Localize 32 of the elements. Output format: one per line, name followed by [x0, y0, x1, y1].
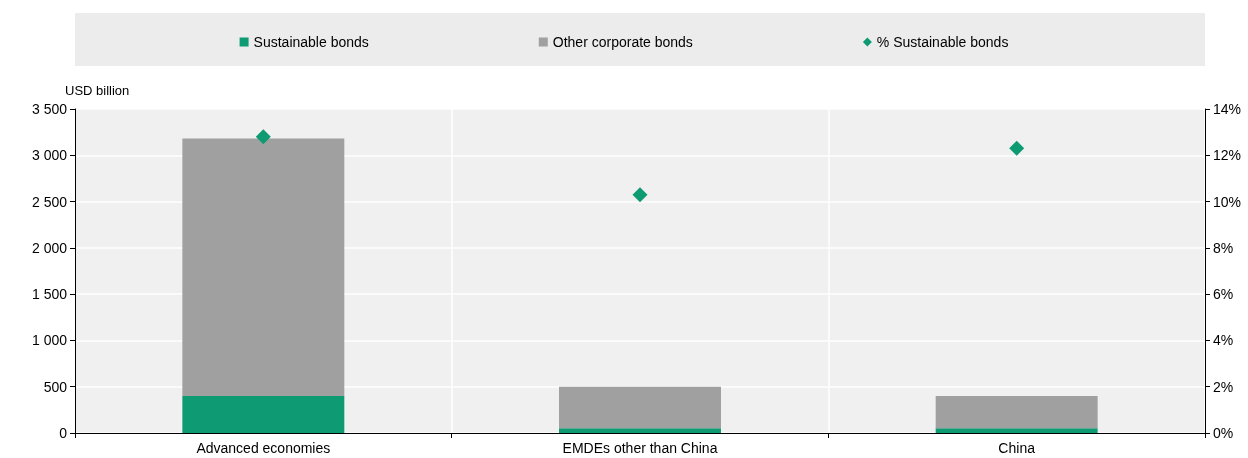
y-tick-label: 500	[43, 378, 68, 395]
bar	[182, 395, 345, 433]
x-tick-label: EMDEs other than China	[562, 440, 718, 456]
y2-tick-label: 12%	[1213, 147, 1242, 164]
x-tick-label: Advanced economies	[196, 440, 331, 456]
y-tick-label: 1 000	[31, 332, 68, 349]
x-tick-label: China	[998, 440, 1036, 456]
point	[1009, 140, 1025, 156]
y2-tick-label: 0%	[1213, 425, 1234, 441]
y2-tick-label: 8%	[1213, 239, 1234, 256]
y-tick-label: 0	[59, 425, 68, 441]
y-tick-label: 3 000	[31, 147, 68, 164]
y2-tick-label: 2%	[1213, 378, 1234, 395]
bar	[935, 395, 1098, 429]
bar	[559, 428, 721, 433]
bar	[935, 428, 1098, 433]
legend-label: Sustainable bonds	[253, 34, 369, 50]
bar	[559, 386, 721, 429]
bar	[182, 138, 345, 396]
y-tick-label: 2 500	[31, 193, 68, 210]
y-tick-label: 1 500	[31, 286, 68, 303]
y2-tick-label: 6%	[1213, 286, 1234, 303]
point	[255, 129, 271, 145]
y-tick-label: 3 500	[31, 101, 68, 117]
y-tick-label: 2 000	[31, 239, 68, 256]
y-axis-title: USD billion	[65, 83, 130, 98]
legend-label: Other corporate bonds	[552, 34, 693, 50]
y2-tick-label: 10%	[1213, 193, 1242, 210]
y2-tick-label: 4%	[1213, 332, 1234, 349]
legend-label: % Sustainable bonds	[876, 34, 1009, 50]
point	[632, 187, 648, 203]
y2-tick-label: 14%	[1213, 101, 1242, 117]
